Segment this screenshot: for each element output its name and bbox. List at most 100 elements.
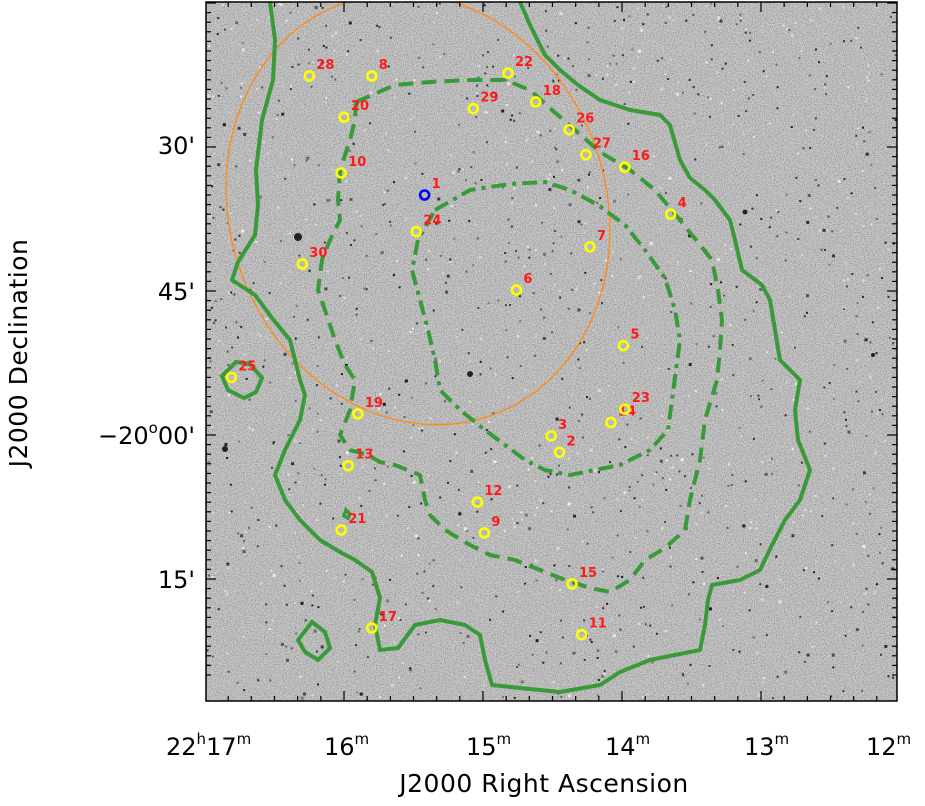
sky-speckle [665,5,668,8]
sky-speckle [237,126,241,130]
sky-speckle [432,559,435,562]
sky-speckle [637,56,640,59]
sky-speckle [661,477,664,480]
sky-speckle [705,144,708,147]
sky-speckle [721,67,724,70]
sky-speckle [209,410,213,414]
sky-speckle [229,212,232,215]
sky-speckle [421,591,424,594]
sky-speckle [739,13,742,16]
sky-speckle [866,274,869,277]
sky-speckle [304,218,307,221]
sky-speckle [280,565,283,568]
sky-speckle [311,694,314,697]
sky-speckle [862,279,865,282]
sky-speckle [718,146,721,149]
source-label-11: 11 [589,617,607,632]
sky-speckle [227,567,230,570]
sky-speckle [534,380,537,383]
sky-speckle [348,150,351,153]
sky-speckle [797,484,800,487]
sky-speckle [704,30,707,33]
y-tick-label: 45' [158,278,195,306]
sky-speckle [760,405,763,408]
sky-speckle [867,603,870,606]
sky-speckle [524,513,528,517]
source-label-12: 12 [484,484,502,499]
sky-speckle [230,291,233,294]
sky-speckle [583,231,586,234]
sky-speckle [809,510,812,513]
sky-speckle [549,129,552,132]
source-marker-20 [338,111,350,123]
sky-speckle [398,617,400,620]
sky-speckle [805,567,808,570]
sky-speckle [755,651,759,655]
sky-speckle [790,126,793,128]
y-tick-label: 15' [158,566,195,594]
sky-speckle [561,377,564,380]
sky-speckle [357,630,360,633]
sky-speckle [465,270,468,273]
sky-speckle [331,75,334,78]
sky-speckle [847,317,850,320]
sky-speckle [339,397,342,400]
sky-speckle [477,307,480,309]
sky-speckle [709,305,712,308]
sky-speckle [552,680,555,683]
sky-speckle [578,367,581,370]
sky-speckle [880,653,882,656]
sky-speckle [601,302,603,305]
sky-speckle [855,142,858,145]
sky-speckle [557,54,560,57]
sky-speckle [313,203,316,206]
sky-speckle [668,297,671,300]
sky-speckle [671,604,674,607]
sky-speckle [374,467,376,470]
sky-speckle [718,26,721,29]
sky-speckle [469,360,472,363]
sky-speckle [563,57,566,60]
sky-speckle [434,357,438,361]
sky-speckle [355,313,358,316]
sky-speckle [457,170,460,173]
sky-speckle [616,498,619,501]
sky-speckle [275,524,278,527]
sky-speckle [601,568,604,571]
sky-speckle [732,374,735,377]
sky-speckle [618,614,621,617]
sky-speckle [583,341,586,344]
sky-speckle [511,517,514,520]
sky-speckle [241,546,244,549]
sky-speckle [623,18,625,21]
sky-speckle [289,11,292,14]
sky-speckle [724,244,727,247]
sky-speckle [752,636,755,639]
source-marker-13 [342,459,355,472]
sky-speckle [294,337,297,340]
sky-speckle [587,119,590,122]
sky-speckle [560,235,563,238]
sky-speckle [567,694,571,698]
sky-speckle [571,621,574,624]
sky-speckle [217,163,221,167]
sky-speckle [524,347,527,350]
sky-speckle [439,55,441,58]
sky-speckle [571,393,574,396]
sky-speckle [315,223,318,226]
sky-speckle [693,112,696,115]
sky-speckle [619,510,622,512]
sky-speckle [847,86,850,89]
sky-speckle [555,73,558,76]
sky-speckle [748,357,752,361]
sky-speckle [384,624,386,627]
sky-speckle [865,587,868,590]
sky-speckle [752,309,755,312]
sky-speckle [268,292,271,294]
sky-speckle [347,50,349,53]
sky-speckle [420,429,423,432]
bright-star [742,209,748,215]
sky-speckle [777,211,780,213]
sky-speckle [597,679,600,681]
sky-speckle [771,472,773,475]
